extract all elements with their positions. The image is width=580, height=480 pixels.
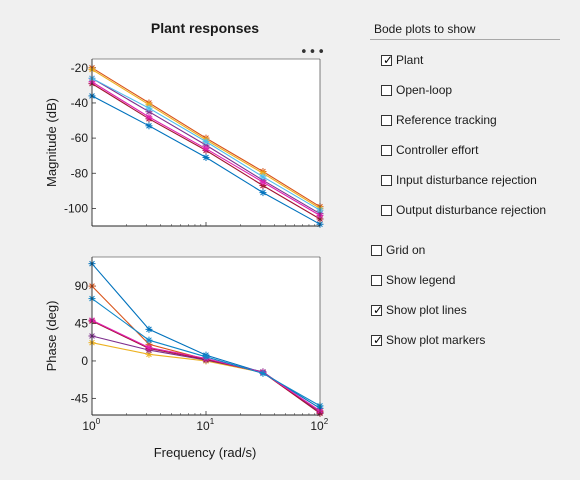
- y-tick-label: 0: [81, 354, 88, 368]
- plant-label: Plant: [396, 53, 424, 67]
- data-point-marker: [259, 173, 267, 181]
- toggle-show-legend[interactable]: Show legend: [371, 273, 455, 287]
- data-point-marker: [259, 189, 267, 197]
- reference-tracking-label: Reference tracking: [396, 113, 497, 127]
- data-point-marker: [202, 153, 210, 161]
- figure-title: Plant responses: [151, 20, 259, 36]
- data-point-marker: [145, 344, 153, 352]
- show-plot-markers-checkbox[interactable]: ✓: [371, 332, 384, 347]
- x-axis-label: Frequency (rad/s): [154, 445, 257, 460]
- show-plot-lines-label: Show plot lines: [386, 303, 467, 317]
- magnitude-axes: -20 -40 -60 -80 -100 Magnitude (dB): [44, 58, 324, 228]
- show-legend-label: Show legend: [386, 273, 456, 287]
- panel-title: Bode plots to show: [374, 22, 476, 36]
- input-disturbance-rejection-label: Input disturbance rejection: [396, 173, 537, 187]
- option-input-disturbance-rejection[interactable]: Input disturbance rejection: [381, 173, 537, 187]
- x-tick-exponent: 0: [96, 417, 101, 426]
- toggle-grid-on[interactable]: Grid on: [371, 243, 425, 257]
- more-options-icon[interactable]: •••: [300, 45, 327, 60]
- option-controller-effort[interactable]: Controller effort: [381, 143, 478, 157]
- y-tick-label: -20: [71, 61, 89, 75]
- toggle-show-plot-lines[interactable]: ✓ Show plot lines: [371, 303, 467, 317]
- grid-on-label: Grid on: [386, 243, 426, 257]
- show-plot-markers-label: Show plot markers: [386, 333, 486, 347]
- checkmark-icon: ✓: [373, 332, 384, 347]
- data-point-marker: [145, 325, 153, 333]
- open-loop-checkbox[interactable]: [381, 84, 392, 96]
- grid-on-checkbox[interactable]: [371, 244, 382, 256]
- output-disturbance-rejection-checkbox[interactable]: [381, 204, 392, 216]
- x-tick-label: 10: [82, 419, 96, 433]
- x-tick-label: 10: [310, 419, 324, 433]
- controller-effort-checkbox[interactable]: [381, 144, 392, 156]
- y-tick-label: -45: [71, 391, 89, 405]
- input-disturbance-rejection-checkbox[interactable]: [381, 174, 392, 186]
- data-point-marker: [259, 369, 267, 377]
- data-point-marker: [202, 138, 210, 146]
- data-point-marker: [202, 145, 210, 153]
- show-legend-checkbox[interactable]: [371, 274, 382, 286]
- show-plot-lines-checkbox[interactable]: ✓: [371, 302, 384, 317]
- checkmark-icon: ✓: [383, 52, 394, 67]
- y-axis-label: Magnitude (dB): [44, 98, 59, 187]
- checkmark-icon: ✓: [373, 302, 384, 317]
- y-tick-label: 45: [75, 317, 89, 331]
- option-reference-tracking[interactable]: Reference tracking: [381, 113, 497, 127]
- x-tick-exponent: 2: [324, 417, 329, 426]
- y-tick-label: -100: [64, 201, 88, 215]
- reference-tracking-checkbox[interactable]: [381, 114, 392, 126]
- y-tick-label: -80: [71, 166, 89, 180]
- x-tick-label: 10: [196, 419, 210, 433]
- y-tick-label: 90: [75, 279, 89, 293]
- open-loop-label: Open-loop: [396, 83, 453, 97]
- plot-area: [92, 257, 320, 415]
- x-tick-exponent: 1: [210, 417, 215, 426]
- data-point-marker: [145, 122, 153, 130]
- option-output-disturbance-rejection[interactable]: Output disturbance rejection: [381, 203, 546, 217]
- panel-divider: [370, 39, 560, 40]
- option-open-loop[interactable]: Open-loop: [381, 83, 452, 97]
- output-disturbance-rejection-label: Output disturbance rejection: [396, 203, 547, 217]
- y-tick-label: -60: [71, 131, 89, 145]
- plant-checkbox[interactable]: ✓: [381, 52, 394, 67]
- y-axis-label: Phase (deg): [44, 301, 59, 372]
- data-point-marker: [145, 336, 153, 344]
- data-point-marker: [202, 353, 210, 361]
- data-point-marker: [145, 113, 153, 121]
- y-tick-label: -40: [71, 96, 89, 110]
- option-plant[interactable]: ✓ Plant: [381, 53, 423, 67]
- toggle-show-plot-markers[interactable]: ✓ Show plot markers: [371, 333, 485, 347]
- data-point-marker: [145, 104, 153, 112]
- controller-effort-label: Controller effort: [396, 143, 479, 157]
